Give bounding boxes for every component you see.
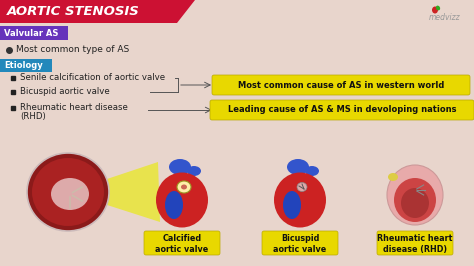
Text: (RHD): (RHD) <box>20 111 46 120</box>
Ellipse shape <box>156 172 208 227</box>
Ellipse shape <box>27 153 109 231</box>
FancyBboxPatch shape <box>144 231 220 255</box>
Text: Rheumatic heart
disease (RHD): Rheumatic heart disease (RHD) <box>377 234 453 254</box>
Ellipse shape <box>287 159 309 175</box>
Text: Bicuspid
aortic valve: Bicuspid aortic valve <box>273 234 327 254</box>
Text: AORTIC STENOSIS: AORTIC STENOSIS <box>7 5 140 18</box>
FancyBboxPatch shape <box>377 231 453 255</box>
Text: Most common cause of AS in western world: Most common cause of AS in western world <box>238 81 444 89</box>
Text: Etiology: Etiology <box>4 61 43 70</box>
Polygon shape <box>104 162 160 222</box>
Text: Bicuspid aortic valve: Bicuspid aortic valve <box>20 88 110 97</box>
Ellipse shape <box>297 182 307 192</box>
Ellipse shape <box>305 166 319 176</box>
Text: Valvular AS: Valvular AS <box>4 28 58 38</box>
Ellipse shape <box>401 188 429 218</box>
Ellipse shape <box>394 178 436 222</box>
Ellipse shape <box>165 191 183 219</box>
Text: Leading cause of AS & MS in devoloping nations: Leading cause of AS & MS in devoloping n… <box>228 106 456 114</box>
Text: Most common type of AS: Most common type of AS <box>16 45 129 55</box>
FancyBboxPatch shape <box>262 231 338 255</box>
Ellipse shape <box>283 191 301 219</box>
FancyBboxPatch shape <box>0 59 52 72</box>
Ellipse shape <box>187 166 201 176</box>
Ellipse shape <box>32 158 104 226</box>
Text: Rheumatic heart disease: Rheumatic heart disease <box>20 103 128 113</box>
Ellipse shape <box>51 178 89 210</box>
Text: Senile calcification of aortic valve: Senile calcification of aortic valve <box>20 73 165 82</box>
Text: Calcified
aortic valve: Calcified aortic valve <box>155 234 209 254</box>
Ellipse shape <box>169 159 191 175</box>
Text: medvizz: medvizz <box>429 14 461 23</box>
Ellipse shape <box>181 185 187 189</box>
Ellipse shape <box>177 181 191 193</box>
Ellipse shape <box>432 6 438 14</box>
Ellipse shape <box>436 6 440 10</box>
FancyBboxPatch shape <box>0 26 68 40</box>
Ellipse shape <box>387 165 443 225</box>
Ellipse shape <box>274 172 326 227</box>
Polygon shape <box>0 0 195 23</box>
FancyBboxPatch shape <box>212 75 470 95</box>
Ellipse shape <box>388 173 398 181</box>
FancyBboxPatch shape <box>210 100 474 120</box>
